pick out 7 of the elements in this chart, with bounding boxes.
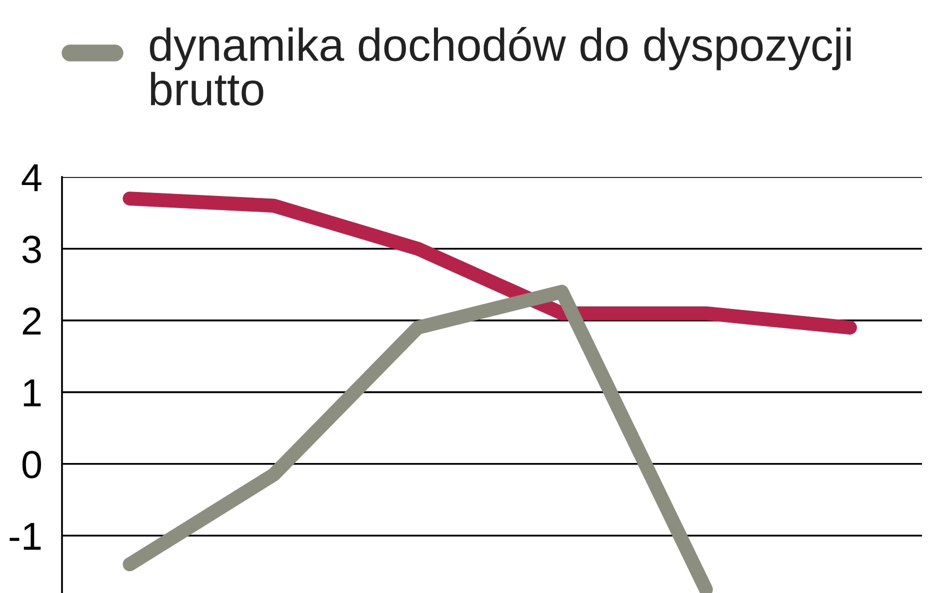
- y-tick-label: -1: [10, 522, 41, 550]
- y-tick-label: 0: [22, 450, 42, 478]
- y-tick-label: 2: [22, 307, 41, 335]
- y-tick-label: 3: [22, 236, 41, 264]
- legend-label: dynamika dochodów do dyspozycji brutto: [150, 27, 851, 106]
- y-tick-label: 1: [24, 380, 41, 406]
- y-tick-label: 4: [22, 164, 42, 192]
